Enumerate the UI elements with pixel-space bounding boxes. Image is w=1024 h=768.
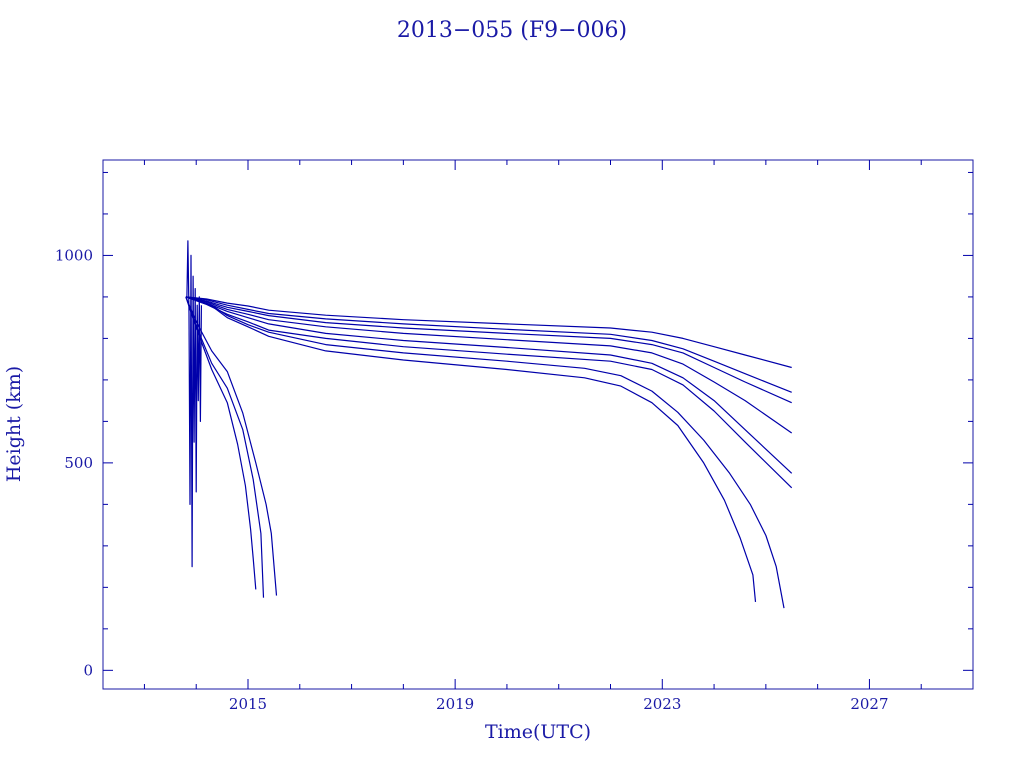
series-line-5	[185, 296, 793, 474]
x-tick-label: 2015	[229, 695, 267, 713]
series-line-12	[186, 240, 202, 568]
y-axis-label: Height (km)	[3, 366, 25, 482]
axis-ticks	[103, 160, 973, 689]
y-tick-label: 0	[83, 661, 93, 679]
series-line-7	[185, 296, 757, 602]
x-tick-labels: 2015 2019 2023 2027	[229, 695, 889, 713]
x-tick-label: 2019	[436, 695, 474, 713]
series-line-4	[185, 296, 793, 434]
series-line-2	[185, 296, 792, 393]
x-axis-label: Time(UTC)	[485, 721, 591, 743]
y-tick-label: 500	[64, 454, 93, 472]
series-group	[185, 240, 793, 609]
chart-title: 2013−055 (F9−006)	[397, 18, 627, 43]
series-line-1	[185, 296, 792, 369]
x-tick-label: 2023	[643, 695, 681, 713]
series-line-8	[185, 296, 785, 609]
y-tick-label: 1000	[55, 246, 93, 264]
plot-area	[102, 159, 974, 690]
series-line-6	[185, 296, 793, 489]
plot-frame	[102, 159, 974, 690]
series-line-3	[185, 296, 792, 404]
y-tick-labels: 0 500 1000	[55, 246, 93, 679]
x-tick-label: 2027	[850, 695, 888, 713]
